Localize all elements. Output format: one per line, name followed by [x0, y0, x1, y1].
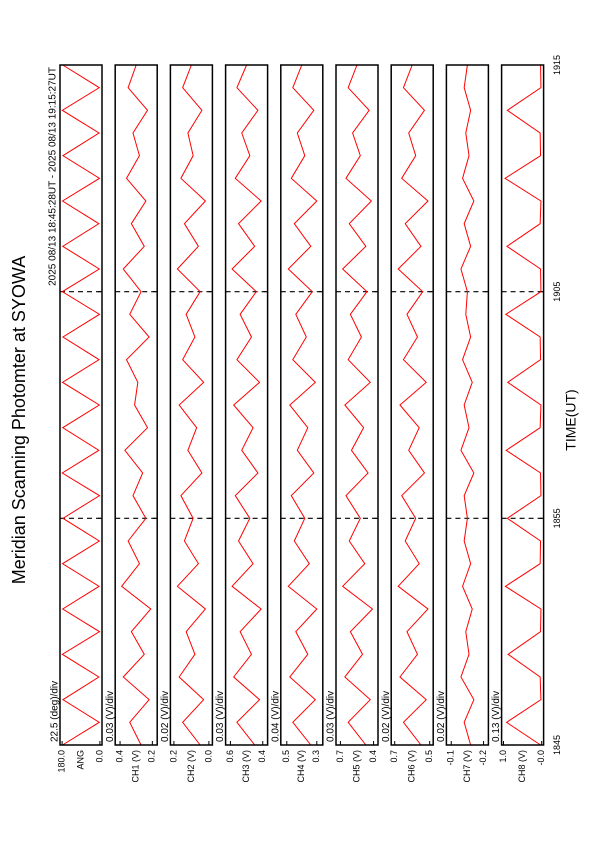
time-range: 2025 08/13 18:45:28UT - 2025 08/13 19:15…	[48, 67, 59, 286]
scale-label: 0.13 (V)/div	[491, 691, 502, 742]
panel-frame	[280, 64, 324, 746]
y-axis-label: CH4 (V)	[296, 750, 306, 783]
y-tick-label: -0.0	[536, 750, 546, 766]
y-axis-label: CH5 (V)	[351, 750, 361, 783]
y-tick-label: 0.2	[168, 750, 178, 763]
y-tick-label: -0.1	[446, 750, 456, 766]
scale-label: 0.04 (V)/div	[270, 691, 281, 742]
x-axis-label: TIME(UT)	[563, 389, 579, 450]
data-line	[341, 64, 374, 746]
data-line	[397, 64, 429, 746]
y-tick-label: 0.2	[147, 750, 157, 763]
y-tick-label: 0.3	[311, 750, 321, 763]
panel-frame	[500, 64, 545, 746]
y-tick-label: 0.0	[94, 750, 104, 763]
panel-frame	[169, 64, 214, 746]
panel-frame	[335, 64, 379, 746]
panel-frame	[390, 64, 434, 746]
rotated-plot: Meridian Scanning Photomter at SYOWA 202…	[9, 55, 579, 783]
y-tick-label: 0.7	[335, 750, 345, 763]
y-tick-label: 0.5	[281, 750, 291, 763]
scale-label: 0.03 (V)/div	[105, 691, 116, 742]
scale-label: 0.02 (V)/div	[160, 691, 171, 742]
y-tick-label: 180.0	[56, 750, 66, 773]
y-axis-label: ANG	[75, 750, 85, 770]
y-tick-label: 0.5	[424, 750, 434, 763]
y-axis-label: CH3 (V)	[241, 750, 251, 783]
y-tick-label: 0.4	[114, 750, 124, 763]
chart-title: Meridian Scanning Photomter at SYOWA	[9, 256, 29, 584]
panel-frame	[114, 64, 158, 746]
y-tick-label: 0.6	[225, 750, 235, 763]
panel-frame	[59, 64, 103, 746]
x-tick-label: 1845	[552, 735, 562, 755]
scale-label: 0.03 (V)/div	[215, 691, 226, 742]
data-line	[120, 64, 152, 746]
x-tick-label: 1855	[552, 508, 562, 528]
data-line	[61, 64, 101, 746]
y-tick-label: 0.4	[257, 750, 267, 763]
x-tick-label: 1915	[552, 55, 562, 75]
scale-label: 22.5 (deg)/div	[50, 681, 61, 742]
x-tick-label: 1905	[552, 282, 562, 302]
y-tick-label: 1.0	[498, 750, 508, 763]
data-line	[231, 64, 262, 746]
data-line	[460, 64, 475, 746]
y-tick-label: 0.4	[368, 750, 378, 763]
y-axis-label: CH8 (V)	[517, 750, 527, 783]
scale-label: 0.03 (V)/div	[326, 691, 337, 742]
scale-label: 0.02 (V)/div	[381, 691, 392, 742]
y-axis-label: CH7 (V)	[462, 750, 472, 783]
y-axis-label: CH1 (V)	[131, 750, 141, 783]
data-line	[176, 64, 207, 746]
scale-label: 0.02 (V)/div	[436, 691, 447, 742]
data-line	[287, 64, 318, 746]
y-axis-label: CH6 (V)	[407, 750, 417, 783]
y-tick-label: -0.2	[478, 750, 488, 766]
y-axis-label: CH2 (V)	[186, 750, 196, 783]
y-tick-label: 0.7	[389, 750, 399, 763]
y-tick-label: 0.0	[203, 750, 213, 763]
panel-frame	[445, 64, 490, 746]
panel-frame	[224, 64, 269, 746]
data-line	[504, 64, 542, 746]
